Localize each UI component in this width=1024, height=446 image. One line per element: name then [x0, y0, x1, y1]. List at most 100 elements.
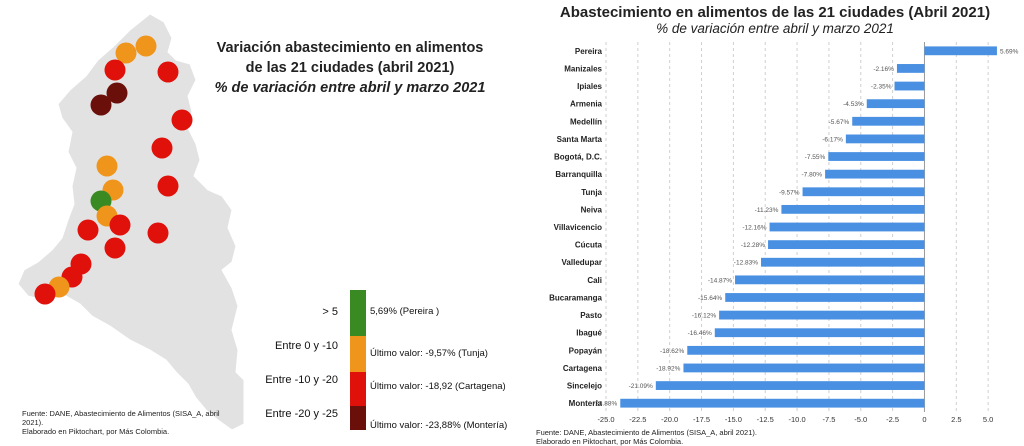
city-dot	[104, 237, 126, 259]
legend-swatch-2	[350, 336, 366, 372]
value-label: -9.57%	[779, 189, 800, 196]
map-panel: Variación abastecimiento en alimentos de…	[17, 13, 508, 436]
city-dot	[34, 283, 56, 305]
city-dot	[109, 214, 131, 236]
colombia-map	[17, 13, 245, 431]
map-source-line2: 2021).	[22, 418, 44, 427]
legend-swatch-3	[350, 372, 366, 406]
value-label: -16.12%	[692, 313, 716, 320]
x-tick-label: -22.5	[629, 415, 646, 424]
city-dot	[157, 61, 179, 83]
legend-value-3: Último valor: -18,92 (Cartagena)	[370, 381, 506, 392]
bar	[769, 222, 925, 232]
value-label: -12.16%	[742, 225, 766, 232]
map-title-line1: Variación abastecimiento en alimentos	[216, 40, 484, 56]
value-label: -7.80%	[801, 172, 822, 179]
value-label: -4.53%	[843, 101, 864, 108]
category-label: Neiva	[581, 205, 603, 214]
x-tick-label: -2.5	[886, 415, 899, 424]
category-label: Cúcuta	[575, 241, 603, 250]
category-label: Ibagué	[576, 329, 602, 338]
city-dot	[157, 175, 179, 197]
city-dot	[147, 222, 169, 244]
category-label: Tunja	[581, 188, 602, 197]
category-label: Montería	[569, 399, 603, 408]
value-label: -2.35%	[871, 84, 892, 91]
city-dot	[171, 109, 193, 131]
x-tick-label: -10.0	[789, 415, 806, 424]
bar	[725, 293, 925, 302]
category-label: Bogotá, D.C.	[554, 153, 602, 162]
map-source-line1: Fuente: DANE, Abastecimiento de Alimento…	[22, 409, 220, 418]
bar-chart: -25.0 -22.5 -20.0 -17.5 -15.0 -12.5 -10.0 -7.5 -…	[549, 42, 1019, 424]
value-label: -12.28%	[741, 242, 765, 249]
value-label: -2.16%	[873, 66, 894, 73]
category-label: Villavicencio	[554, 223, 602, 232]
category-label: Ipiales	[577, 82, 602, 91]
chart-subtitle: % de variación entre abril y marzo 2021	[656, 21, 894, 36]
legend-range-1: > 5	[322, 306, 338, 318]
x-tick-label: 2.5	[951, 415, 961, 424]
bar	[761, 257, 925, 267]
value-label: 5.69%	[1000, 48, 1019, 55]
bar	[825, 169, 925, 179]
chart-source-line2: Elaborado en Piktochart, por Más Colombi…	[536, 437, 684, 446]
bar	[896, 64, 925, 73]
value-label: -23.88%	[593, 401, 617, 408]
bar	[845, 134, 925, 144]
map-source: Fuente: DANE, Abastecimiento de Alimento…	[22, 409, 220, 436]
value-label: -5.67%	[829, 119, 850, 126]
bar	[687, 345, 925, 355]
category-label: Pasto	[580, 311, 602, 320]
bar	[866, 99, 925, 109]
city-dot	[106, 82, 128, 104]
category-label: Popayán	[569, 346, 602, 355]
bar	[714, 328, 925, 338]
category-label: Cartagena	[563, 364, 603, 373]
bar	[683, 363, 925, 373]
bar	[655, 381, 925, 390]
legend-range-3: Entre -10 y -20	[265, 374, 338, 386]
value-label: -6.17%	[822, 136, 843, 143]
city-dot	[96, 155, 118, 177]
city-dot	[115, 42, 137, 64]
category-label: Manizales	[564, 64, 602, 73]
x-tick-label: 5.0	[983, 415, 993, 424]
legend-value-1: 5,69% (Pereira )	[370, 306, 440, 317]
map-title-line2: de las 21 ciudades (abril 2021)	[245, 60, 455, 76]
value-label: -16.46%	[688, 330, 712, 337]
value-label: -18.62%	[660, 348, 684, 355]
bar	[894, 81, 925, 91]
x-tick-label: 0	[922, 415, 926, 424]
x-tick-label: -17.5	[693, 415, 710, 424]
x-tick-label: -7.5	[822, 415, 835, 424]
legend-value-2: Último valor: -9,57% (Tunja)	[370, 348, 488, 359]
value-label: -15.64%	[698, 295, 722, 302]
city-dot	[104, 59, 126, 81]
bar	[620, 398, 925, 408]
bar	[768, 240, 925, 250]
bar	[781, 204, 925, 214]
value-label: -11.23%	[755, 207, 779, 214]
category-label: Sincelejo	[567, 382, 602, 391]
x-tick-label: -15.0	[725, 415, 742, 424]
category-label: Armenia	[570, 100, 603, 109]
city-dot	[77, 219, 99, 241]
city-dot	[151, 137, 173, 159]
category-label: Barranquilla	[555, 170, 602, 179]
chart-source-line1: Fuente: DANE, Abastecimiento de Alimento…	[536, 428, 757, 437]
category-label: Pereira	[575, 47, 603, 56]
x-tick-label: -20.0	[661, 415, 678, 424]
x-tick-label: -12.5	[757, 415, 774, 424]
chart-source: Fuente: DANE, Abastecimiento de Alimento…	[536, 428, 757, 446]
value-label: -14.87%	[708, 277, 732, 284]
bar	[802, 187, 925, 197]
map-title-line3: % de variación entre abril y marzo 2021	[214, 80, 486, 96]
x-tick-label: -25.0	[597, 415, 614, 424]
category-label: Medellín	[570, 117, 602, 126]
legend-value-4: Último valor: -23,88% (Montería)	[370, 420, 508, 431]
bar	[924, 46, 997, 56]
chart-title: Abastecimiento en alimentos de las 21 ci…	[559, 4, 991, 21]
value-label: -7.55%	[805, 154, 826, 161]
category-label: Santa Marta	[557, 135, 603, 144]
